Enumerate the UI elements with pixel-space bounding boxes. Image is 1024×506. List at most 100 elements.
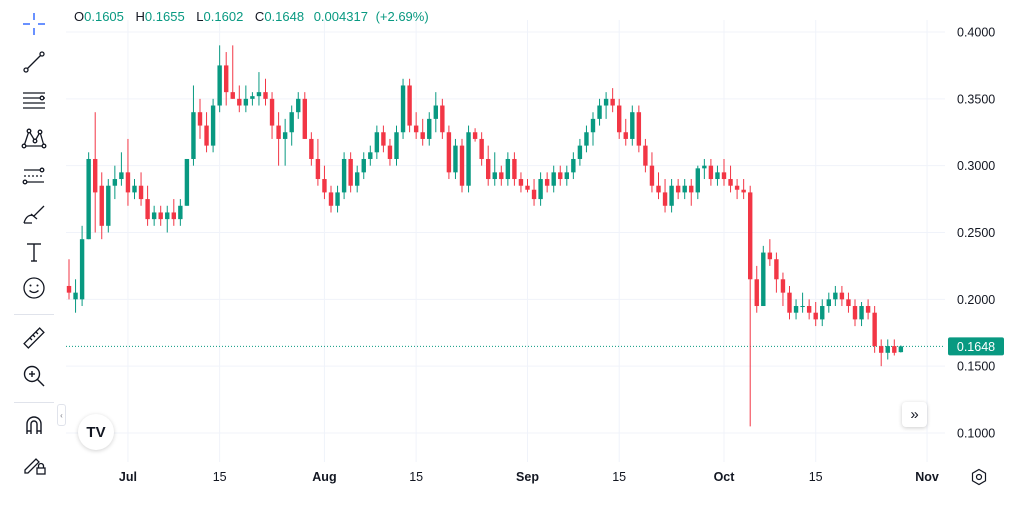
lock-drawings-icon[interactable] [14, 448, 54, 480]
candle-body [669, 185, 674, 206]
candle-body [885, 346, 890, 353]
candle [839, 285, 845, 307]
candle [466, 125, 471, 193]
horizontal-lines-icon[interactable] [14, 84, 54, 116]
magnet-icon[interactable] [14, 410, 54, 442]
candle-body [191, 112, 196, 159]
candle [433, 92, 438, 133]
candle [525, 179, 530, 193]
scroll-to-realtime-button[interactable]: » [902, 402, 927, 427]
candle-body [151, 212, 157, 220]
candle [630, 105, 635, 146]
candle [407, 78, 412, 133]
candle-body [197, 112, 203, 126]
candle-body [708, 165, 714, 180]
chart-settings-button[interactable] [968, 466, 990, 488]
y-tick-label: 0.2000 [957, 293, 995, 307]
zoom-icon[interactable] [14, 360, 54, 392]
candle [472, 128, 478, 142]
candle [459, 138, 465, 193]
open-label: O [74, 9, 85, 24]
candle [374, 125, 380, 159]
candle-body [564, 172, 569, 180]
candle-body [774, 259, 779, 280]
collapse-toolbar-button[interactable]: ‹ [57, 404, 66, 426]
candle-body [623, 132, 628, 139]
candle-body [263, 92, 268, 99]
pattern-icon[interactable] [14, 122, 54, 154]
candle-body [531, 189, 537, 200]
candle-body [675, 185, 681, 193]
candle-body [433, 105, 438, 119]
y-tick-label: 0.1000 [957, 427, 995, 441]
candle [649, 152, 655, 193]
candle [538, 172, 543, 206]
candle-body [138, 185, 144, 200]
brush-icon[interactable] [14, 198, 54, 230]
candle [643, 138, 648, 173]
candle [178, 199, 183, 226]
candle-body [459, 145, 465, 186]
tradingview-logo[interactable]: TV [78, 414, 114, 450]
candle-body [466, 132, 471, 186]
candle-body [682, 185, 687, 193]
candle-body [355, 172, 360, 186]
candle [865, 299, 871, 320]
text-tool-icon[interactable] [14, 236, 54, 268]
candle-body [119, 172, 124, 180]
candle-body [839, 292, 845, 300]
candle [328, 185, 334, 213]
trend-line-icon[interactable] [14, 46, 54, 78]
candle-body [617, 105, 622, 133]
candle [564, 165, 569, 186]
candle-body [486, 158, 491, 180]
emoji-icon[interactable] [14, 272, 54, 304]
candle [197, 98, 203, 139]
candle [125, 138, 131, 206]
candle [748, 185, 753, 427]
candle [590, 112, 596, 146]
toolbar-divider [14, 314, 54, 315]
candle-body [407, 85, 412, 126]
candle-body [276, 125, 281, 139]
candle-body [99, 185, 104, 226]
candle-body [381, 132, 386, 146]
candle [754, 265, 759, 313]
candle [269, 92, 275, 139]
candle [892, 339, 897, 356]
candle [479, 132, 484, 166]
candle [695, 165, 700, 200]
candle-body [833, 292, 838, 300]
ruler-icon[interactable] [14, 322, 54, 354]
candle [79, 225, 85, 307]
candle-body [302, 98, 307, 139]
candle [787, 285, 792, 320]
candle-body [865, 306, 871, 313]
candle-body [145, 199, 150, 220]
candle [99, 172, 104, 240]
candle-body [571, 158, 576, 173]
candle [335, 185, 340, 213]
candle [636, 105, 642, 153]
candle-body [79, 239, 85, 300]
candle-body [636, 112, 642, 146]
candle-body [453, 145, 458, 173]
candle-body [499, 172, 504, 180]
candle-body [852, 306, 858, 320]
candle-body [374, 132, 380, 153]
candle [322, 165, 327, 200]
candle-body [237, 98, 242, 106]
crosshair-icon[interactable] [14, 8, 54, 40]
candle-body [269, 98, 275, 126]
forecast-icon[interactable] [14, 160, 54, 192]
candles [66, 45, 904, 427]
candle [793, 299, 799, 320]
ohlc-legend: O0.1605 H0.1655 L0.1602 C0.1648 0.004317… [74, 9, 429, 24]
candle [826, 292, 831, 313]
candle-body [846, 299, 851, 307]
candle [302, 92, 307, 139]
candle [184, 158, 190, 206]
candle-body [250, 96, 255, 99]
candle-body [879, 346, 884, 353]
